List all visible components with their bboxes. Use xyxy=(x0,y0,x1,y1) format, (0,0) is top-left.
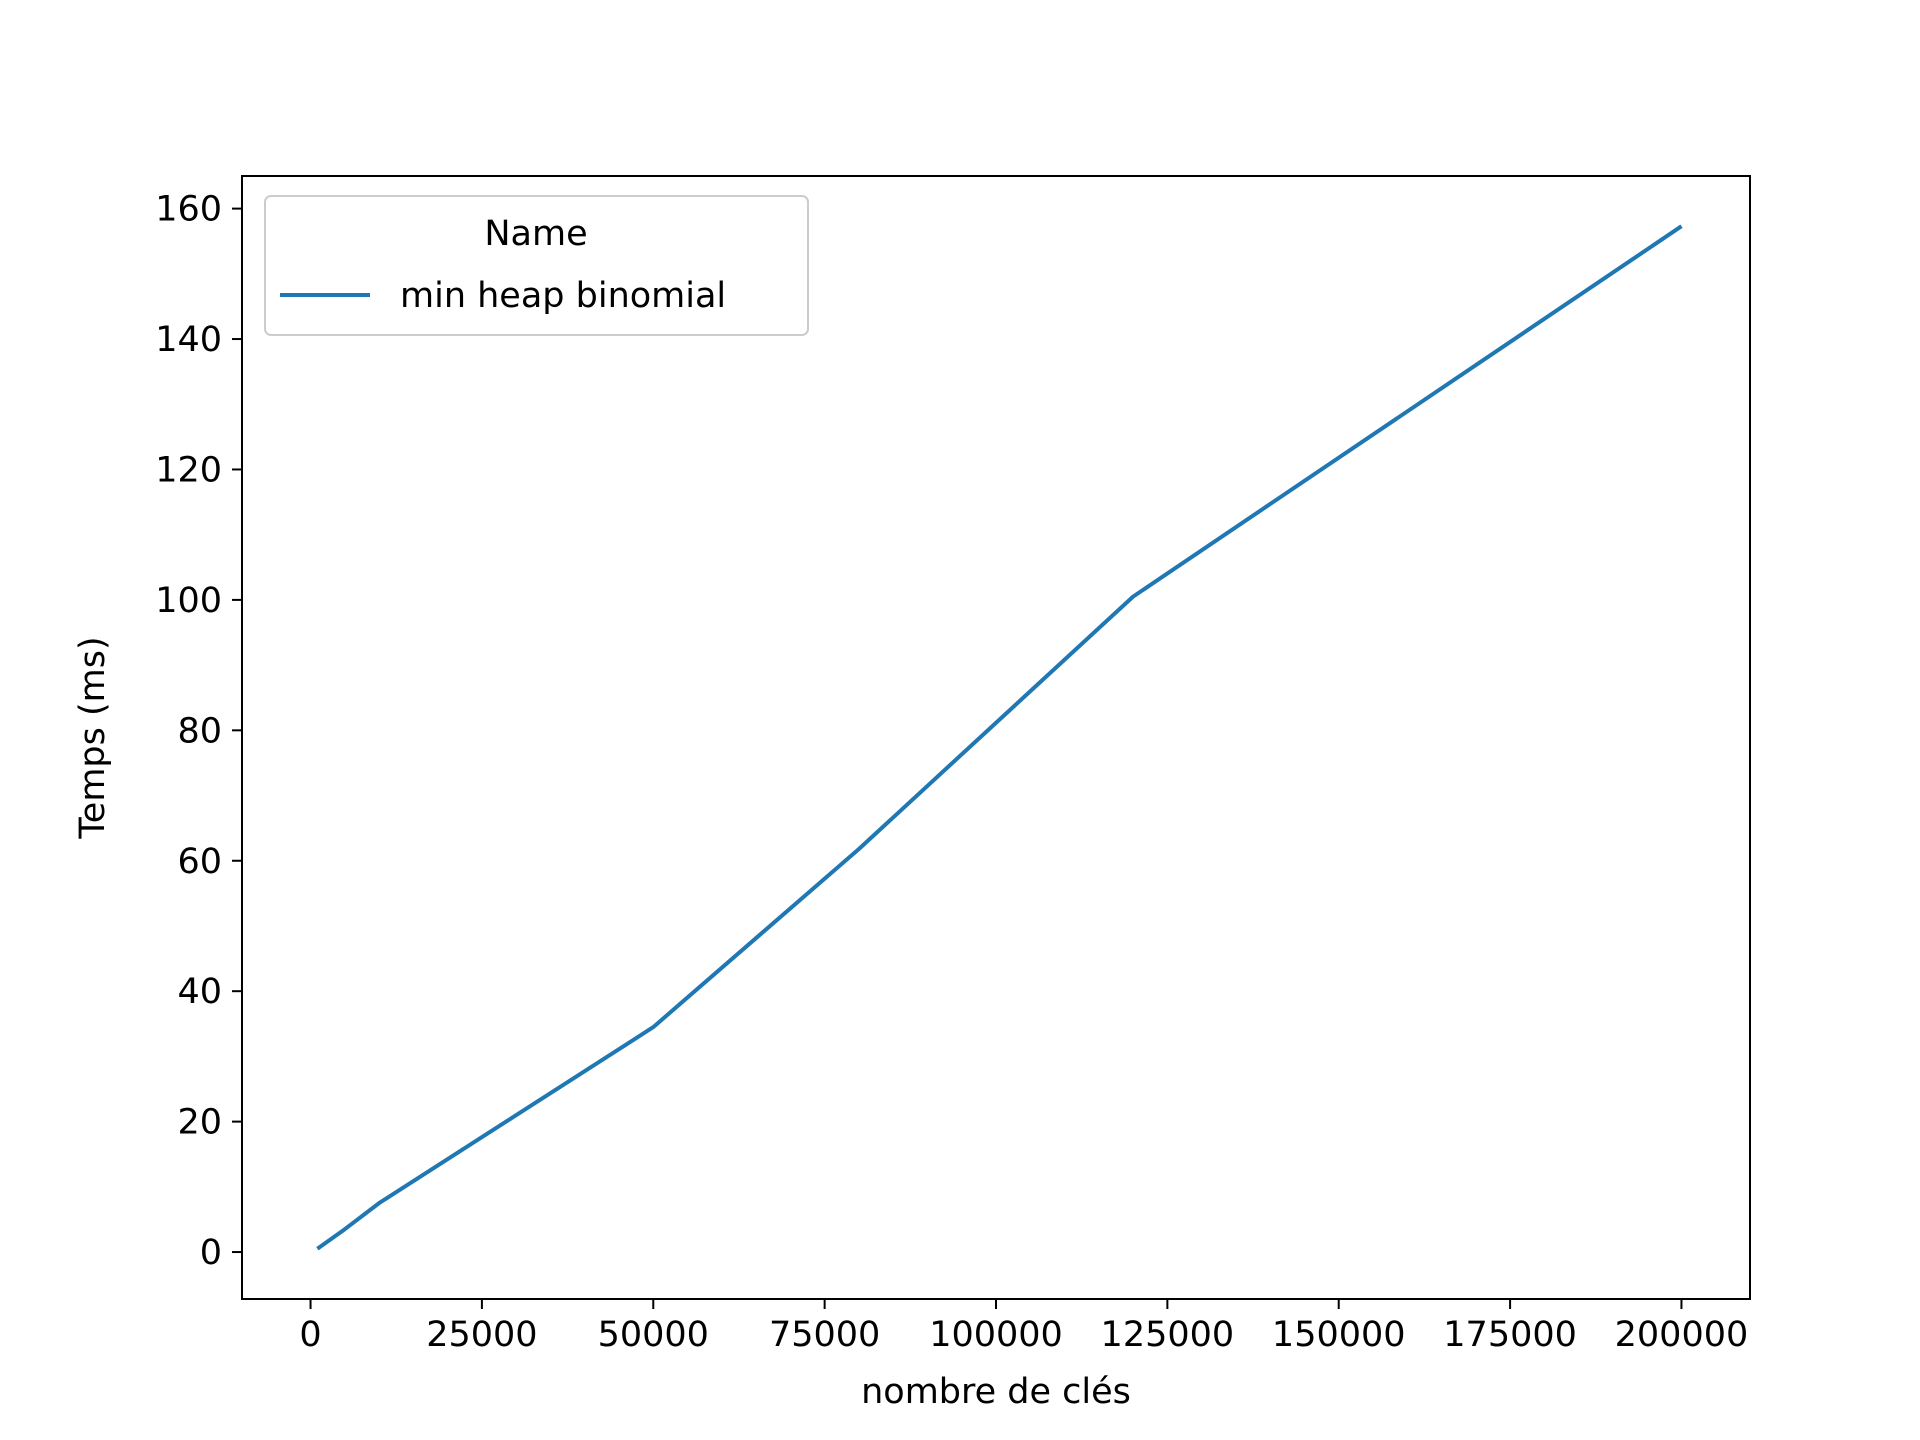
y-tick-label: 120 xyxy=(155,450,222,490)
y-tick-label: 60 xyxy=(177,842,222,882)
legend-series-label: min heap binomial xyxy=(400,276,726,316)
y-tick-label: 160 xyxy=(155,190,222,230)
x-tick-label: 25000 xyxy=(426,1315,537,1355)
x-tick-label: 200000 xyxy=(1615,1315,1749,1355)
y-tick-label: 0 xyxy=(200,1233,222,1273)
y-axis-title: Temps (ms) xyxy=(73,636,113,839)
series-layer xyxy=(316,224,1683,1251)
x-tick-label: 150000 xyxy=(1272,1315,1406,1355)
x-tick-label: 50000 xyxy=(598,1315,709,1355)
x-tick-label: 125000 xyxy=(1101,1315,1235,1355)
y-tick-label: 80 xyxy=(177,711,222,751)
y-tick-label: 100 xyxy=(155,581,222,621)
legend-box xyxy=(264,195,809,336)
x-axis-title: nombre de clés xyxy=(861,1372,1131,1412)
y-tick-label: 40 xyxy=(177,972,222,1012)
x-tick-label: 175000 xyxy=(1443,1315,1577,1355)
x-tick-label: 0 xyxy=(299,1315,321,1355)
y-tick-label: 20 xyxy=(177,1103,222,1143)
x-tick-label: 75000 xyxy=(769,1315,880,1355)
y-axis-ticks: 0 20 40 60 80 100 120 140 160 xyxy=(155,190,242,1273)
y-tick-label: 140 xyxy=(155,320,222,360)
x-axis-ticks: 0 25000 50000 75000 100000 125000 150000 175000… xyxy=(299,1299,1748,1355)
legend-title: Name xyxy=(484,214,587,254)
series-line xyxy=(316,224,1683,1251)
legend: Name min heap binomial xyxy=(264,195,809,336)
axes-frame xyxy=(241,175,1751,1300)
x-tick-label: 100000 xyxy=(929,1315,1063,1355)
